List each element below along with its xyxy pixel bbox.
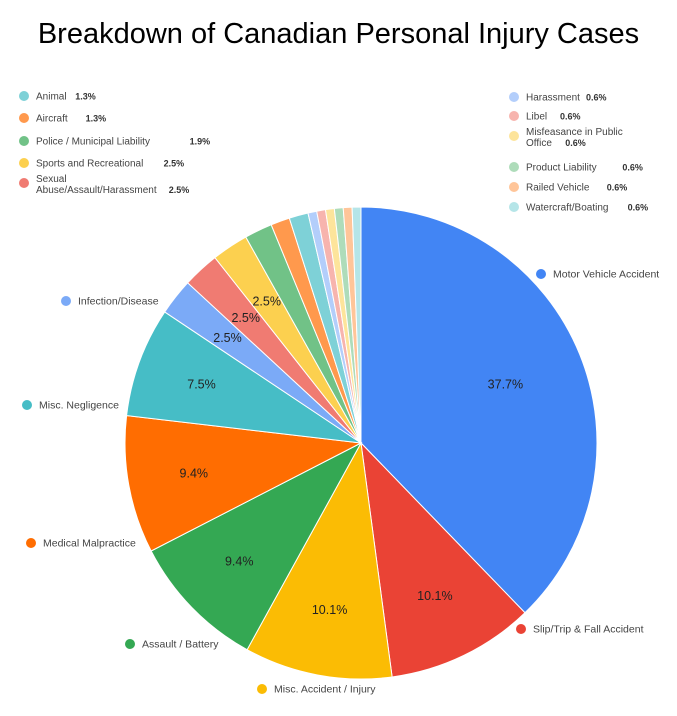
legend-label: Medical Malpractice	[43, 538, 136, 550]
legend-marker-railed-vehicle	[509, 182, 519, 192]
legend-label: Motor Vehicle Accident	[553, 269, 659, 281]
pie-data-label: 10.1%	[312, 603, 347, 617]
pie-data-label: 9.4%	[225, 554, 254, 568]
legend-marker-misc-accident-injury	[257, 684, 267, 694]
pie-slice-assault-battery	[150, 441, 363, 651]
pie-legend: Motor Vehicle Accident Slip/Trip & Fall A…	[19, 91, 659, 696]
legend-marker-sports-and-recreational	[19, 158, 29, 168]
legend-value: 1.3%	[86, 114, 107, 124]
legend-marker-animal	[19, 91, 29, 101]
legend-label: Harassment	[526, 93, 580, 104]
pie-data-labels: 37.7% 10.1% 10.1% 9.4% 9.4% 7.5% 2.5% 2.5% 2.5%	[180, 295, 524, 617]
legend-label: Misc. Accident / Injury	[274, 684, 376, 696]
legend-marker-libel	[509, 111, 519, 121]
legend-marker-harassment	[509, 92, 519, 102]
legend-label: Misfeasance in Public Office	[526, 127, 623, 149]
legend-label: Misc. Negligence	[39, 400, 119, 412]
legend-value: 1.9%	[190, 137, 211, 147]
legend-marker-slip-trip-fall-accident	[516, 624, 526, 634]
legend-label: Slip/Trip & Fall Accident	[533, 624, 644, 636]
pie-data-label: 7.5%	[187, 377, 216, 391]
legend-marker-aircraft	[19, 113, 29, 123]
legend-label: Sexual Abuse/Assault/Harassment	[36, 174, 157, 196]
pie-data-label: 37.7%	[488, 378, 523, 392]
legend-marker-police-municipal-liability	[19, 136, 29, 146]
pie-data-label: 2.5%	[231, 311, 260, 325]
legend-label: Sports and Recreational	[36, 159, 143, 170]
legend-value: 0.6%	[607, 183, 628, 193]
legend-marker-watercraft-boating	[509, 202, 519, 212]
legend-label: Aircraft	[36, 114, 68, 125]
legend-label: Animal	[36, 92, 67, 103]
legend-marker-misfeasance-in-public-office	[509, 131, 519, 141]
legend-label: Railed Vehicle	[526, 183, 590, 194]
legend-marker-misc-negligence	[22, 400, 32, 410]
legend-label: Libel	[526, 112, 547, 123]
legend-value: 2.5%	[164, 159, 185, 169]
legend-value: 2.5%	[169, 185, 190, 195]
pie-data-label: 2.5%	[252, 295, 281, 309]
legend-marker-assault-battery	[125, 639, 135, 649]
legend-value: 1.3%	[75, 92, 96, 102]
legend-marker-infection-disease	[61, 296, 71, 306]
legend-value: 0.6%	[560, 112, 581, 122]
legend-marker-product-liability	[509, 162, 519, 172]
pie-slice-watercraft-boating	[351, 206, 362, 444]
legend-value: 0.6%	[565, 138, 586, 148]
legend-value: 0.6%	[622, 163, 643, 173]
pie-data-label: 10.1%	[417, 589, 452, 603]
legend-marker-motor-vehicle-accident	[536, 269, 546, 279]
pie-slice-medical-malpractice	[124, 415, 363, 552]
pie-slices	[124, 206, 598, 680]
legend-label: Police / Municipal Liability	[36, 137, 150, 148]
legend-label: Assault / Battery	[142, 639, 219, 651]
chart-title: Breakdown of Canadian Personal Injury Ca…	[37, 18, 640, 50]
pie-slice-misc-negligence	[126, 311, 362, 444]
legend-label: Infection/Disease	[78, 296, 159, 308]
legend-marker-medical-malpractice	[26, 538, 36, 548]
legend-label: Watercraft/Boating	[526, 203, 608, 214]
pie-slice-slip-trip-fall-accident	[360, 441, 526, 678]
legend-marker-sexual-abuse-assault-harassment	[19, 178, 29, 188]
pie-data-label: 2.5%	[213, 331, 242, 345]
legend-label: Product Liability	[526, 163, 597, 174]
pie-data-label: 9.4%	[180, 466, 209, 480]
legend-value: 0.6%	[628, 203, 649, 213]
pie-slice-motor-vehicle-accident	[360, 206, 598, 614]
legend-value: 0.6%	[586, 93, 607, 103]
pie-slice-misc-accident-injury	[246, 441, 393, 680]
